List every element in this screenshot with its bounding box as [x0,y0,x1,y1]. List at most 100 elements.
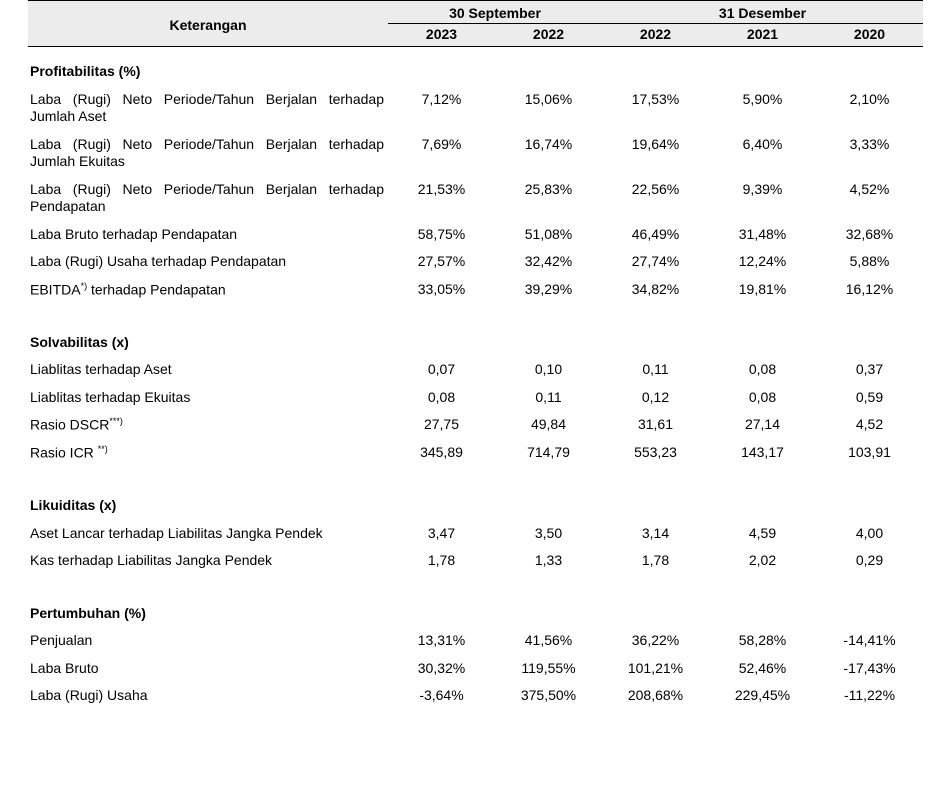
cell-value: 21,53% [388,176,495,221]
cell-value: 58,28% [709,627,816,655]
col-header-group-dec: 31 Desember [602,1,923,24]
cell-value: -11,22% [816,682,923,710]
cell-value: 30,32% [388,655,495,683]
row-label: Kas terhadap Liabilitas Jangka Pendek [28,547,388,575]
table-row: Liablitas terhadap Ekuitas0,080,110,120,… [28,384,923,412]
table-row: EBITDA*) terhadap Pendapatan33,05%39,29%… [28,276,923,304]
cell-value: 46,49% [602,221,709,249]
cell-value: 0,59 [816,384,923,412]
cell-value: 27,57% [388,248,495,276]
cell-value: 375,50% [495,682,602,710]
cell-value: 6,40% [709,131,816,176]
col-header-year: 2021 [709,24,816,47]
cell-value: 34,82% [602,276,709,304]
cell-value: 31,48% [709,221,816,249]
cell-value: -17,43% [816,655,923,683]
cell-value: 17,53% [602,86,709,131]
col-header-year: 2020 [816,24,923,47]
row-label: EBITDA*) terhadap Pendapatan [28,276,388,304]
row-label: Rasio ICR **) [28,439,388,467]
cell-value: 0,12 [602,384,709,412]
row-label: Liablitas terhadap Ekuitas [28,384,388,412]
cell-value: 103,91 [816,439,923,467]
cell-value: 3,50 [495,520,602,548]
table-row: Laba Bruto30,32%119,55%101,21%52,46%-17,… [28,655,923,683]
financial-ratios-table: Keterangan 30 September 31 Desember 2023… [28,0,923,710]
cell-value: 41,56% [495,627,602,655]
cell-value: 25,83% [495,176,602,221]
section-header: Pertumbuhan (%) [28,591,923,628]
cell-value: 58,75% [388,221,495,249]
cell-value: 4,59 [709,520,816,548]
row-label: Rasio DSCR***) [28,411,388,439]
cell-value: 27,74% [602,248,709,276]
cell-value: 0,08 [709,384,816,412]
cell-value: 3,47 [388,520,495,548]
cell-value: 553,23 [602,439,709,467]
cell-value: 0,11 [602,356,709,384]
cell-value: 5,88% [816,248,923,276]
cell-value: 33,05% [388,276,495,304]
table-row: Laba (Rugi) Neto Periode/Tahun Berjalan … [28,131,923,176]
cell-value: 0,08 [388,384,495,412]
financial-ratios-table-container: Keterangan 30 September 31 Desember 2023… [0,0,951,730]
table-row: Laba Bruto terhadap Pendapatan58,75%51,0… [28,221,923,249]
cell-value: 32,68% [816,221,923,249]
row-label: Penjualan [28,627,388,655]
col-header-group-sep: 30 September [388,1,602,24]
row-label: Laba (Rugi) Neto Periode/Tahun Berjalan … [28,176,388,221]
table-row: Laba (Rugi) Neto Periode/Tahun Berjalan … [28,86,923,131]
cell-value: 7,12% [388,86,495,131]
col-header-year: 2022 [602,24,709,47]
row-label: Laba (Rugi) Usaha [28,682,388,710]
section-header: Profitabilitas (%) [28,47,923,86]
cell-value: 0,10 [495,356,602,384]
cell-value: 22,56% [602,176,709,221]
cell-value: -3,64% [388,682,495,710]
cell-value: -14,41% [816,627,923,655]
cell-value: 52,46% [709,655,816,683]
cell-value: 12,24% [709,248,816,276]
cell-value: 27,14 [709,411,816,439]
cell-value: 31,61 [602,411,709,439]
cell-value: 5,90% [709,86,816,131]
cell-value: 3,14 [602,520,709,548]
cell-value: 3,33% [816,131,923,176]
cell-value: 16,12% [816,276,923,304]
col-header-year: 2022 [495,24,602,47]
cell-value: 36,22% [602,627,709,655]
cell-value: 119,55% [495,655,602,683]
cell-value: 208,68% [602,682,709,710]
table-row: Laba (Rugi) Usaha terhadap Pendapatan27,… [28,248,923,276]
cell-value: 0,37 [816,356,923,384]
row-label: Laba (Rugi) Neto Periode/Tahun Berjalan … [28,131,388,176]
table-row: Penjualan13,31%41,56%36,22%58,28%-14,41% [28,627,923,655]
cell-value: 1,78 [388,547,495,575]
cell-value: 7,69% [388,131,495,176]
cell-value: 0,11 [495,384,602,412]
cell-value: 39,29% [495,276,602,304]
cell-value: 101,21% [602,655,709,683]
cell-value: 51,08% [495,221,602,249]
section-header: Likuiditas (x) [28,483,923,520]
cell-value: 143,17 [709,439,816,467]
table-row: Kas terhadap Liabilitas Jangka Pendek1,7… [28,547,923,575]
row-label: Laba (Rugi) Usaha terhadap Pendapatan [28,248,388,276]
table-row: Rasio DSCR***)27,7549,8431,6127,144,52 [28,411,923,439]
table-row: Liablitas terhadap Aset0,070,100,110,080… [28,356,923,384]
cell-value: 13,31% [388,627,495,655]
cell-value: 4,52 [816,411,923,439]
table-header: Keterangan 30 September 31 Desember 2023… [28,1,923,47]
cell-value: 19,64% [602,131,709,176]
cell-value: 27,75 [388,411,495,439]
cell-value: 0,29 [816,547,923,575]
cell-value: 229,45% [709,682,816,710]
cell-value: 2,02 [709,547,816,575]
section-header: Solvabilitas (x) [28,320,923,357]
cell-value: 4,00 [816,520,923,548]
cell-value: 0,07 [388,356,495,384]
table-row: Laba (Rugi) Usaha-3,64%375,50%208,68%229… [28,682,923,710]
cell-value: 32,42% [495,248,602,276]
table-row: Laba (Rugi) Neto Periode/Tahun Berjalan … [28,176,923,221]
row-label: Laba (Rugi) Neto Periode/Tahun Berjalan … [28,86,388,131]
